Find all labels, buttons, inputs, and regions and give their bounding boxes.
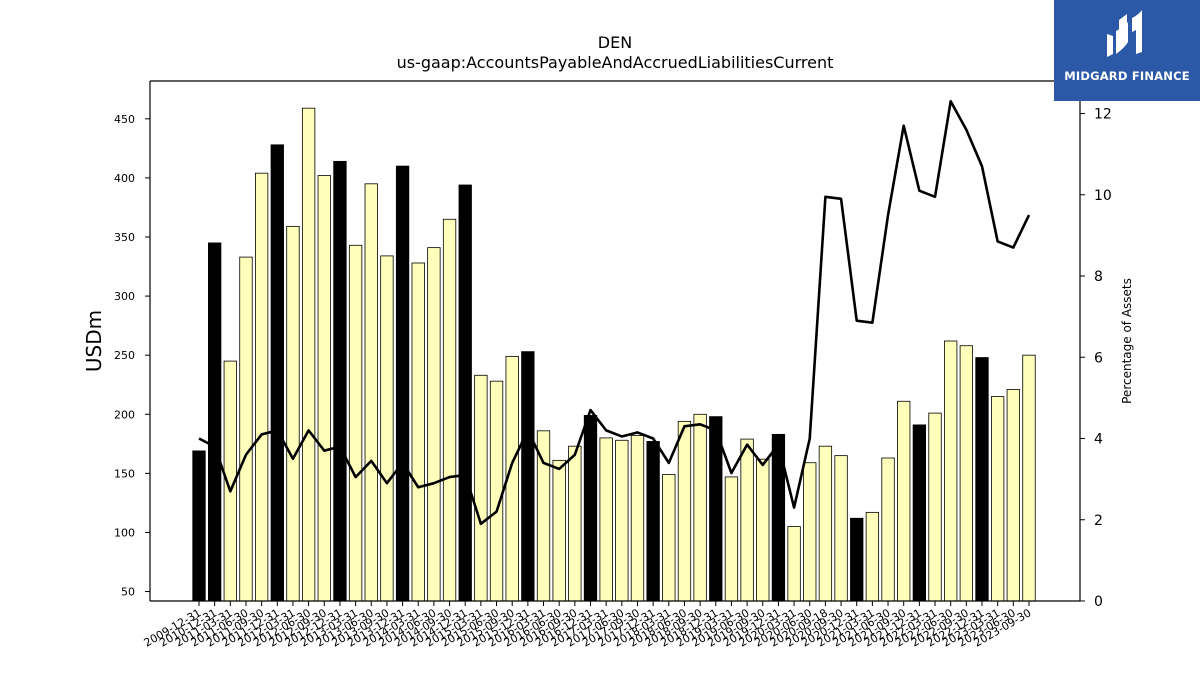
midgard-logo-icon bbox=[1107, 10, 1142, 57]
bar-2021-12-31 bbox=[912, 424, 927, 602]
bar-2019-03-31 bbox=[724, 476, 739, 602]
y-tick-label: 250 bbox=[114, 349, 135, 362]
y2-tick-label: 6 bbox=[1094, 350, 1103, 366]
bar-2021-06-30 bbox=[881, 457, 895, 602]
bar-2016-09-30 bbox=[568, 445, 582, 602]
bar-2011-09-30 bbox=[254, 172, 269, 602]
bar-2015-03-31 bbox=[474, 374, 488, 602]
y-tick-label: 350 bbox=[114, 231, 135, 244]
chart-subtitle: us-gaap:AccountsPayableAndAccruedLiabili… bbox=[397, 53, 834, 72]
bar-2013-06-30 bbox=[364, 183, 378, 602]
bar-2012-09-30 bbox=[317, 175, 331, 602]
bar-2018-06-30 bbox=[677, 420, 692, 602]
bar-2020-09-18 bbox=[818, 445, 833, 602]
y2-tick-label: 4 bbox=[1094, 432, 1103, 448]
bar-2013-09-30 bbox=[380, 255, 394, 602]
y-tick-label: 200 bbox=[114, 408, 135, 421]
midgard-finance-logo: MIDGARD FINANCE bbox=[1054, 0, 1200, 101]
y2-tick-label: 12 bbox=[1094, 107, 1112, 123]
bar-2021-09-30 bbox=[897, 400, 911, 602]
bar-2022-03-31 bbox=[928, 412, 942, 602]
y-tick-label: 150 bbox=[114, 467, 135, 480]
bar-2019-06-30 bbox=[740, 438, 754, 602]
bar-2014-03-31 bbox=[411, 262, 425, 602]
bar-2011-06-30 bbox=[239, 256, 253, 602]
y-tick-label: 100 bbox=[114, 526, 135, 539]
bar-2023-09-30 bbox=[1022, 354, 1036, 602]
y2-tick-label: 0 bbox=[1094, 594, 1103, 610]
axes: 501001502002503003504004500246810122009-… bbox=[114, 80, 1112, 650]
bar-2019-09-30 bbox=[756, 458, 770, 602]
bar-2016-12-31 bbox=[583, 415, 598, 602]
chart-title: DEN bbox=[598, 33, 632, 52]
bar-2020-06-30 bbox=[803, 462, 817, 602]
bar-2021-03-31 bbox=[865, 511, 880, 602]
bar-2015-12-31 bbox=[521, 351, 535, 602]
bar-2014-09-30 bbox=[442, 218, 457, 602]
y2-tick-label: 10 bbox=[1094, 188, 1112, 204]
bar-2020-09-30 bbox=[834, 455, 848, 602]
bar-2016-06-30 bbox=[552, 459, 566, 602]
y-axis-label: USDm bbox=[82, 310, 106, 372]
bar-2010-12-31 bbox=[208, 242, 222, 602]
bar-2013-12-31 bbox=[395, 165, 410, 602]
bar-2023-06-30 bbox=[1006, 389, 1020, 602]
bar-2015-06-30 bbox=[489, 380, 504, 602]
bar-2012-12-31 bbox=[333, 160, 347, 602]
y2-tick-label: 8 bbox=[1094, 269, 1103, 285]
bar-2014-12-31 bbox=[458, 184, 472, 602]
bar-2022-06-30 bbox=[944, 340, 958, 602]
bar-2011-12-31 bbox=[270, 144, 284, 602]
bar-2017-03-31 bbox=[599, 437, 613, 602]
bar-2014-06-30 bbox=[427, 247, 441, 602]
bar-2017-09-30 bbox=[630, 435, 645, 602]
bar-2022-09-30 bbox=[959, 345, 973, 602]
bar-2022-12-31 bbox=[975, 357, 989, 602]
bar-2018-09-30 bbox=[693, 413, 707, 602]
bar-2009-12-31 bbox=[192, 450, 206, 602]
bar-2012-06-30 bbox=[301, 107, 316, 602]
y-tick-label: 50 bbox=[121, 586, 135, 599]
y2-tick-label: 2 bbox=[1094, 513, 1103, 529]
bar-2017-06-30 bbox=[615, 439, 629, 602]
bar-2017-12-31 bbox=[646, 441, 660, 602]
bar-series bbox=[192, 107, 1036, 602]
bar-2012-03-31 bbox=[286, 225, 300, 602]
y-tick-label: 400 bbox=[114, 172, 135, 185]
brand-name: MIDGARD FINANCE bbox=[1064, 69, 1190, 83]
y-tick-label: 450 bbox=[114, 113, 135, 126]
bar-2023-03-31 bbox=[991, 396, 1005, 602]
bar-2020-03-31 bbox=[787, 526, 801, 602]
bar-2013-03-31 bbox=[348, 244, 363, 602]
bar-2018-03-31 bbox=[662, 474, 676, 602]
percentage-line bbox=[198, 100, 1031, 526]
y2-axis-label: Percentage of Assets bbox=[1120, 278, 1134, 404]
percentage-line-series bbox=[198, 100, 1031, 526]
y-tick-label: 300 bbox=[114, 290, 135, 303]
bar-2020-12-31 bbox=[850, 517, 864, 602]
